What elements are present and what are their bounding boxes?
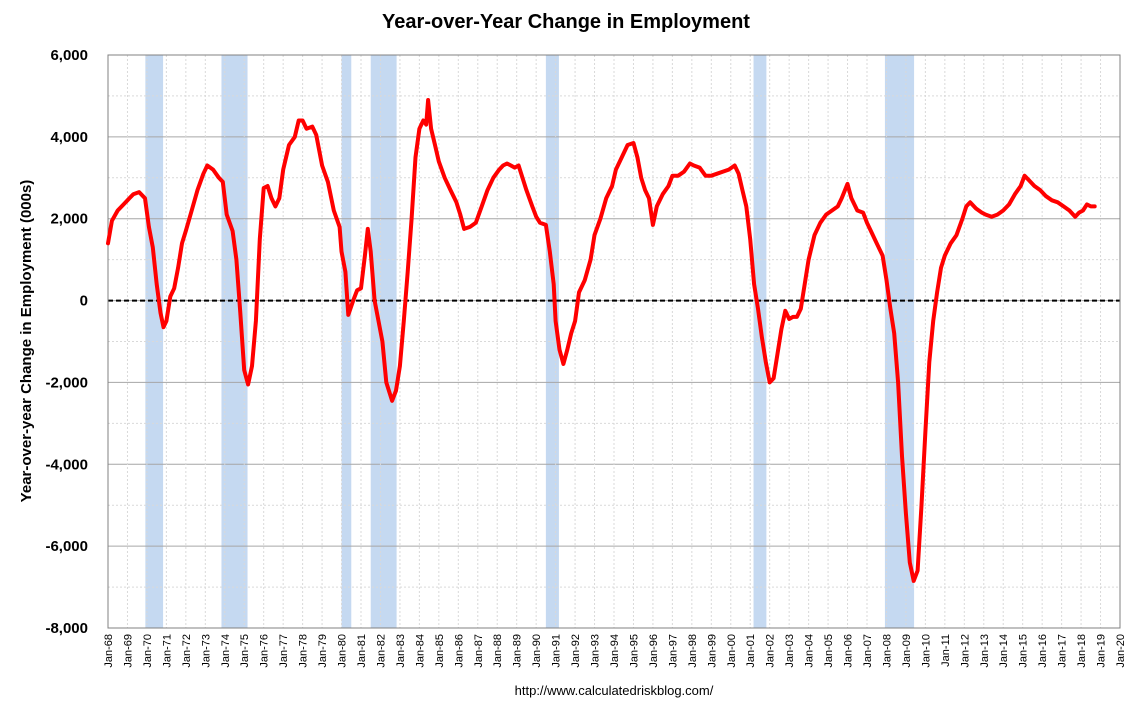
x-tick-label: Jan-14 <box>998 634 1010 668</box>
x-axis-ticks: Jan-68 Jan-69 Jan-70 Jan-71 Jan-72 Jan-73 Jan-… <box>103 634 1127 668</box>
x-tick-label: Jan-85 <box>434 634 446 668</box>
y-tick-label: -2,000 <box>45 374 88 391</box>
x-tick-label: Jan-78 <box>298 634 310 668</box>
y-tick-label: 2,000 <box>50 211 88 228</box>
x-tick-label: Jan-77 <box>278 634 290 668</box>
x-tick-label: Jan-87 <box>473 634 485 668</box>
x-tick-label: Jan-11 <box>940 634 952 667</box>
y-axis-ticks: -8,000 -6,000 -4,000 -2,000 0 2,000 4,000 6,000 <box>45 47 88 637</box>
x-tick-label: Jan-72 <box>181 634 193 668</box>
x-tick-label: Jan-91 <box>551 634 563 668</box>
x-tick-label: Jan-70 <box>142 634 154 668</box>
x-tick-label: Jan-69 <box>122 634 134 668</box>
plot-area-frame <box>107 54 1121 629</box>
x-tick-label: Jan-18 <box>1076 634 1088 668</box>
x-tick-label: Jan-01 <box>745 634 757 668</box>
x-tick-label: Jan-03 <box>784 634 796 668</box>
x-tick-label: Jan-68 <box>103 634 115 668</box>
x-tick-label: Jan-86 <box>453 634 465 668</box>
x-tick-label: Jan-17 <box>1057 634 1069 668</box>
x-tick-label: Jan-80 <box>337 634 349 668</box>
x-tick-label: Jan-15 <box>1018 634 1030 668</box>
x-tick-label: Jan-71 <box>161 634 173 668</box>
recession-band <box>341 55 352 628</box>
x-tick-label: Jan-99 <box>706 634 718 668</box>
x-tick-label: Jan-96 <box>648 634 660 668</box>
x-tick-label: Jan-79 <box>317 634 329 668</box>
source-url: http://www.calculatedriskblog.com/ <box>515 683 714 698</box>
x-tick-label: Jan-95 <box>628 634 640 668</box>
x-tick-label: Jan-06 <box>843 634 855 668</box>
x-tick-label: Jan-97 <box>667 634 679 668</box>
x-tick-label: Jan-16 <box>1037 634 1049 668</box>
x-tick-label: Jan-89 <box>512 634 524 668</box>
x-tick-label: Jan-76 <box>259 634 271 668</box>
x-tick-label: Jan-02 <box>765 634 777 668</box>
x-tick-label: Jan-73 <box>200 634 212 668</box>
x-tick-label: Jan-88 <box>492 634 504 668</box>
x-tick-label: Jan-10 <box>920 634 932 668</box>
x-tick-label: Jan-81 <box>356 634 368 668</box>
x-tick-label: Jan-83 <box>395 634 407 668</box>
y-axis-label: Year-over-year Change in Employment (000… <box>18 180 35 503</box>
x-tick-label: Jan-19 <box>1096 634 1108 668</box>
grid-lines <box>107 54 1121 629</box>
y-tick-label: 0 <box>80 293 88 310</box>
y-tick-label: 6,000 <box>50 47 88 64</box>
x-tick-label: Jan-92 <box>570 634 582 668</box>
x-tick-label: Jan-74 <box>220 634 232 668</box>
recession-band <box>145 55 164 628</box>
y-tick-label: 4,000 <box>50 129 88 146</box>
x-tick-label: Jan-08 <box>881 634 893 668</box>
x-tick-label: Jan-12 <box>959 634 971 668</box>
x-tick-label: Jan-90 <box>531 634 543 668</box>
y-tick-label: -8,000 <box>45 620 88 637</box>
x-tick-label: Jan-00 <box>726 634 738 668</box>
x-tick-label: Jan-13 <box>979 634 991 668</box>
x-tick-label: Jan-20 <box>1115 634 1127 668</box>
x-tick-label: Jan-75 <box>239 634 251 668</box>
chart-title: Year-over-Year Change in Employment <box>382 11 750 33</box>
x-tick-label: Jan-94 <box>609 634 621 668</box>
x-tick-label: Jan-09 <box>901 634 913 668</box>
x-tick-label: Jan-93 <box>590 634 602 668</box>
recession-band <box>753 55 767 628</box>
series-line-group <box>106 98 1097 583</box>
x-tick-label: Jan-98 <box>687 634 699 668</box>
x-tick-label: Jan-04 <box>804 634 816 668</box>
x-tick-label: Jan-07 <box>862 634 874 668</box>
y-tick-label: -4,000 <box>45 456 88 473</box>
x-tick-label: Jan-84 <box>414 634 426 668</box>
x-tick-label: Jan-05 <box>823 634 835 668</box>
y-tick-label: -6,000 <box>45 538 88 555</box>
series-line <box>106 98 1097 583</box>
x-tick-label: Jan-82 <box>375 634 387 668</box>
